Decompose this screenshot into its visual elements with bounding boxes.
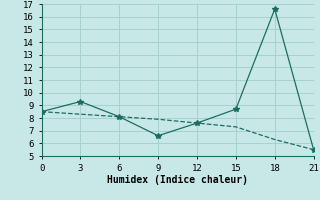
X-axis label: Humidex (Indice chaleur): Humidex (Indice chaleur) — [107, 175, 248, 185]
